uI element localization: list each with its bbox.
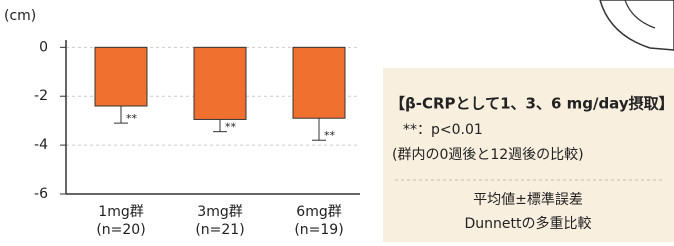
y-tick-label: 0 xyxy=(39,39,48,55)
y-tick-label: -2 xyxy=(34,88,48,104)
illustration xyxy=(600,0,674,50)
bar xyxy=(95,47,147,106)
x-tick-label: 1mg群 xyxy=(98,204,143,220)
chart: 【β-CRPとして1、3、6 mg/day摂取】 **：p<0.01 (群内の0… xyxy=(0,0,674,242)
y-tick-label: -6 xyxy=(34,186,48,202)
note-footer: Dunnettの多重比較 xyxy=(465,215,592,232)
note-line: **：p<0.01 xyxy=(403,122,483,138)
note-line: (群内の0週後と12週後の比較) xyxy=(392,147,584,163)
y-tick-label: -4 xyxy=(34,137,48,153)
bar xyxy=(194,47,246,119)
y-axis-label: (cm) xyxy=(4,8,36,24)
x-tick-sublabel: (n=20) xyxy=(96,222,145,238)
bar xyxy=(293,47,345,118)
x-tick-sublabel: (n=21) xyxy=(195,222,244,238)
note-title: 【β-CRPとして1、3、6 mg/day摂取】 xyxy=(390,95,674,113)
x-tick-label: 6mg群 xyxy=(296,204,341,220)
x-tick-sublabel: (n=19) xyxy=(294,222,343,238)
note-footer: 平均値±標準誤差 xyxy=(473,192,583,208)
significance-label: ** xyxy=(126,112,138,125)
significance-label: ** xyxy=(324,129,336,142)
significance-label: ** xyxy=(225,121,237,134)
x-tick-label: 3mg群 xyxy=(197,204,242,220)
